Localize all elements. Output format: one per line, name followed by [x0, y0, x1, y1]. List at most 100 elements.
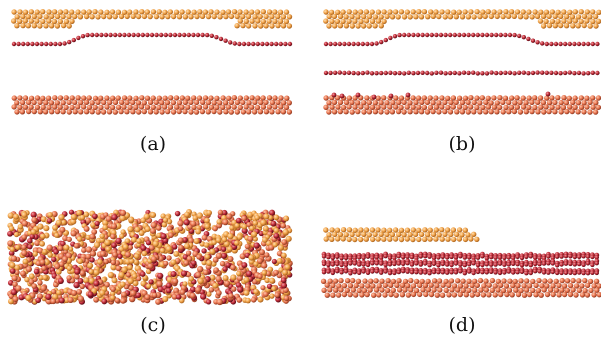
red-atom: [436, 270, 441, 275]
orange-atom: [349, 231, 355, 238]
coral-atom: [526, 95, 532, 101]
coral-atom: [480, 104, 486, 111]
orange-atom: [395, 14, 401, 20]
coral-atom: [222, 100, 229, 106]
coral-atom: [368, 278, 374, 284]
red-atom: [361, 262, 366, 267]
coral-atom: [356, 287, 362, 294]
red-atom: [339, 93, 345, 99]
coral-atom: [364, 291, 370, 298]
orange-atom: [87, 262, 94, 269]
coral-atom: [326, 109, 332, 115]
red-atom: [484, 262, 489, 267]
coral-atom: [408, 277, 414, 284]
coral-atom: [121, 104, 127, 110]
red-atom: [356, 41, 361, 47]
orange-atom: [451, 9, 457, 15]
coral-atom: [526, 104, 532, 111]
coral-atom: [327, 287, 333, 293]
coral-atom: [373, 287, 380, 293]
orange-atom: [331, 13, 338, 20]
red-atom: [521, 70, 526, 75]
coral-atom: [549, 95, 555, 101]
orange-atom: [407, 231, 413, 238]
red-atom: [339, 255, 344, 261]
red-atom: [581, 41, 586, 47]
red-atom: [397, 70, 402, 76]
coral-atom: [205, 109, 211, 115]
coral-atom: [172, 278, 179, 285]
orange-atom: [13, 213, 19, 220]
coral-atom: [75, 95, 81, 101]
coral-atom: [466, 278, 472, 284]
red-atom: [371, 94, 377, 100]
red-atom: [438, 70, 444, 75]
coral-atom: [449, 287, 455, 293]
red-atom: [135, 292, 142, 299]
red-atom: [87, 291, 94, 298]
coral-atom: [550, 291, 556, 298]
coral-atom: [578, 95, 584, 101]
coral-atom: [419, 99, 425, 106]
coral-atom: [541, 287, 547, 293]
panel-d-atoms: [320, 227, 601, 298]
red-atom: [497, 255, 503, 260]
orange-atom: [240, 22, 246, 29]
coral-atom: [365, 283, 371, 289]
coral-atom: [439, 95, 445, 101]
orange-atom: [323, 9, 329, 15]
orange-atom: [66, 23, 72, 29]
red-atom: [140, 32, 145, 38]
red-atom: [396, 269, 401, 275]
panel-label-a: (a): [139, 133, 167, 155]
orange-atom: [69, 9, 75, 15]
red-atom: [427, 263, 432, 268]
orange-atom: [206, 291, 212, 297]
orange-atom: [188, 275, 194, 282]
red-atom: [145, 32, 150, 38]
red-atom: [461, 70, 467, 75]
red-atom: [221, 246, 227, 252]
orange-atom: [249, 225, 255, 231]
orange-atom: [272, 18, 278, 24]
orange-atom: [286, 23, 293, 29]
red-atom: [396, 261, 401, 266]
red-atom: [438, 32, 444, 38]
orange-atom: [241, 223, 248, 230]
coral-atom: [460, 278, 466, 284]
orange-atom: [43, 225, 50, 232]
red-atom: [418, 262, 423, 267]
orange-atom: [195, 228, 202, 235]
orange-atom: [182, 281, 188, 287]
coral-atom: [523, 287, 530, 293]
coral-atom: [240, 109, 247, 115]
coral-atom: [127, 244, 134, 251]
red-atom: [524, 271, 529, 276]
coral-atom: [330, 282, 336, 289]
red-atom: [71, 37, 77, 43]
orange-atom: [109, 9, 116, 15]
red-atom: [563, 70, 568, 76]
orange-atom: [118, 271, 125, 279]
orange-atom: [221, 236, 228, 243]
orange-atom: [184, 211, 190, 218]
coral-atom: [498, 282, 504, 288]
coral-atom: [11, 104, 17, 110]
orange-atom: [404, 227, 411, 233]
coral-atom: [566, 95, 572, 102]
red-atom: [101, 298, 108, 305]
red-atom: [420, 70, 425, 76]
orange-atom: [55, 219, 62, 226]
coral-atom: [579, 292, 586, 298]
coral-atom: [101, 99, 107, 106]
coral-atom: [410, 104, 416, 110]
red-atom: [33, 268, 40, 275]
red-atom: [585, 271, 591, 276]
coral-atom: [559, 287, 565, 293]
orange-atom: [7, 298, 15, 305]
coral-atom: [224, 280, 231, 287]
orange-atom: [209, 274, 216, 281]
orange-atom: [332, 231, 338, 238]
coral-atom: [539, 283, 545, 289]
coral-atom: [588, 287, 594, 294]
